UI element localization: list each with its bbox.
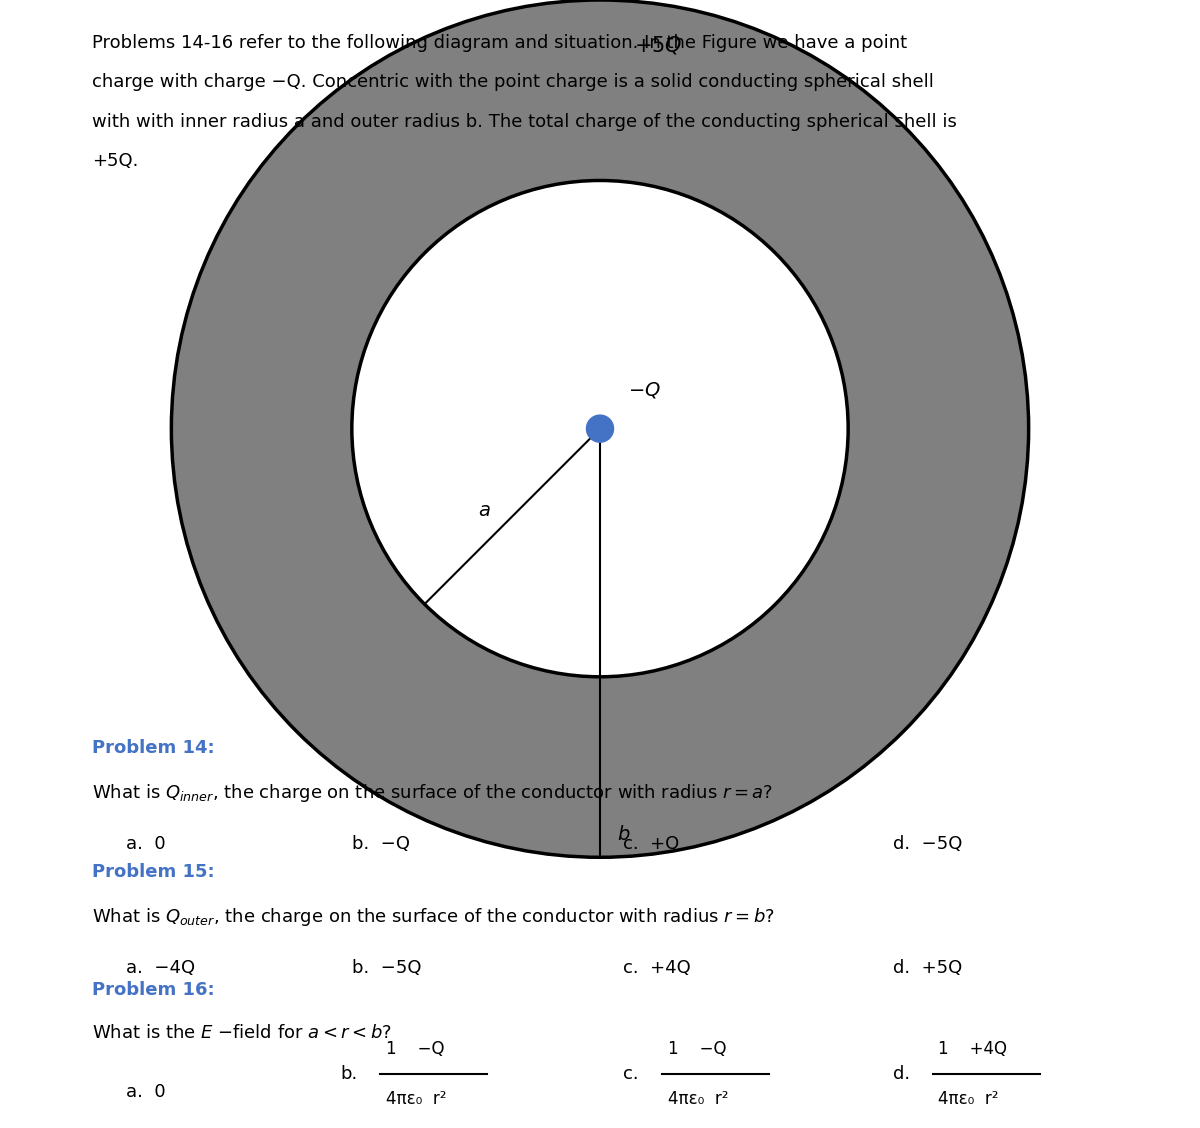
Text: a.  −4Q: a. −4Q <box>126 959 196 977</box>
Text: d.  −5Q: d. −5Q <box>893 835 962 853</box>
Text: c.  +4Q: c. +4Q <box>623 959 690 977</box>
Text: with with inner radius a and outer radius b. The total charge of the conducting : with with inner radius a and outer radiu… <box>92 113 958 131</box>
Text: c.: c. <box>623 1065 638 1083</box>
Circle shape <box>587 415 613 442</box>
Circle shape <box>352 180 848 677</box>
Text: +5Q.: +5Q. <box>92 152 139 170</box>
Text: 1    +4Q: 1 +4Q <box>938 1040 1008 1058</box>
Text: $a$: $a$ <box>478 501 491 520</box>
Text: Problem 14:: Problem 14: <box>92 739 215 757</box>
Text: What is the $E$ −field for $a < r < b$?: What is the $E$ −field for $a < r < b$? <box>92 1024 392 1042</box>
Text: Problem 15:: Problem 15: <box>92 863 215 881</box>
Text: $-Q$: $-Q$ <box>629 380 661 400</box>
Text: 4πε₀  r²: 4πε₀ r² <box>385 1090 446 1108</box>
Text: 1    −Q: 1 −Q <box>385 1040 444 1058</box>
Text: a.  0: a. 0 <box>126 835 166 853</box>
Text: Problem 16:: Problem 16: <box>92 981 215 999</box>
Text: c.  +Q: c. +Q <box>623 835 679 853</box>
Text: charge with charge −Q. Concentric with the point charge is a solid conducting sp: charge with charge −Q. Concentric with t… <box>92 73 935 91</box>
Text: b.  −Q: b. −Q <box>352 835 410 853</box>
Text: 4πε₀  r²: 4πε₀ r² <box>667 1090 728 1108</box>
Text: d.  +5Q: d. +5Q <box>893 959 962 977</box>
Text: b.: b. <box>341 1065 358 1083</box>
Text: What is $Q_{outer}$, the charge on the surface of the conductor with radius $r =: What is $Q_{outer}$, the charge on the s… <box>92 906 775 928</box>
Text: 1    −Q: 1 −Q <box>667 1040 726 1058</box>
Circle shape <box>172 0 1028 857</box>
Text: 4πε₀  r²: 4πε₀ r² <box>938 1090 998 1108</box>
Text: What is $Q_{inner}$, the charge on the surface of the conductor with radius $r =: What is $Q_{inner}$, the charge on the s… <box>92 782 774 804</box>
Text: Problems 14-16 refer to the following diagram and situation. In the Figure we ha: Problems 14-16 refer to the following di… <box>92 34 907 52</box>
Text: d.: d. <box>893 1065 911 1083</box>
Text: $b$: $b$ <box>617 826 630 844</box>
Text: $+5Q$: $+5Q$ <box>634 34 683 56</box>
Text: a.  0: a. 0 <box>126 1083 166 1101</box>
Text: b.  −5Q: b. −5Q <box>352 959 421 977</box>
